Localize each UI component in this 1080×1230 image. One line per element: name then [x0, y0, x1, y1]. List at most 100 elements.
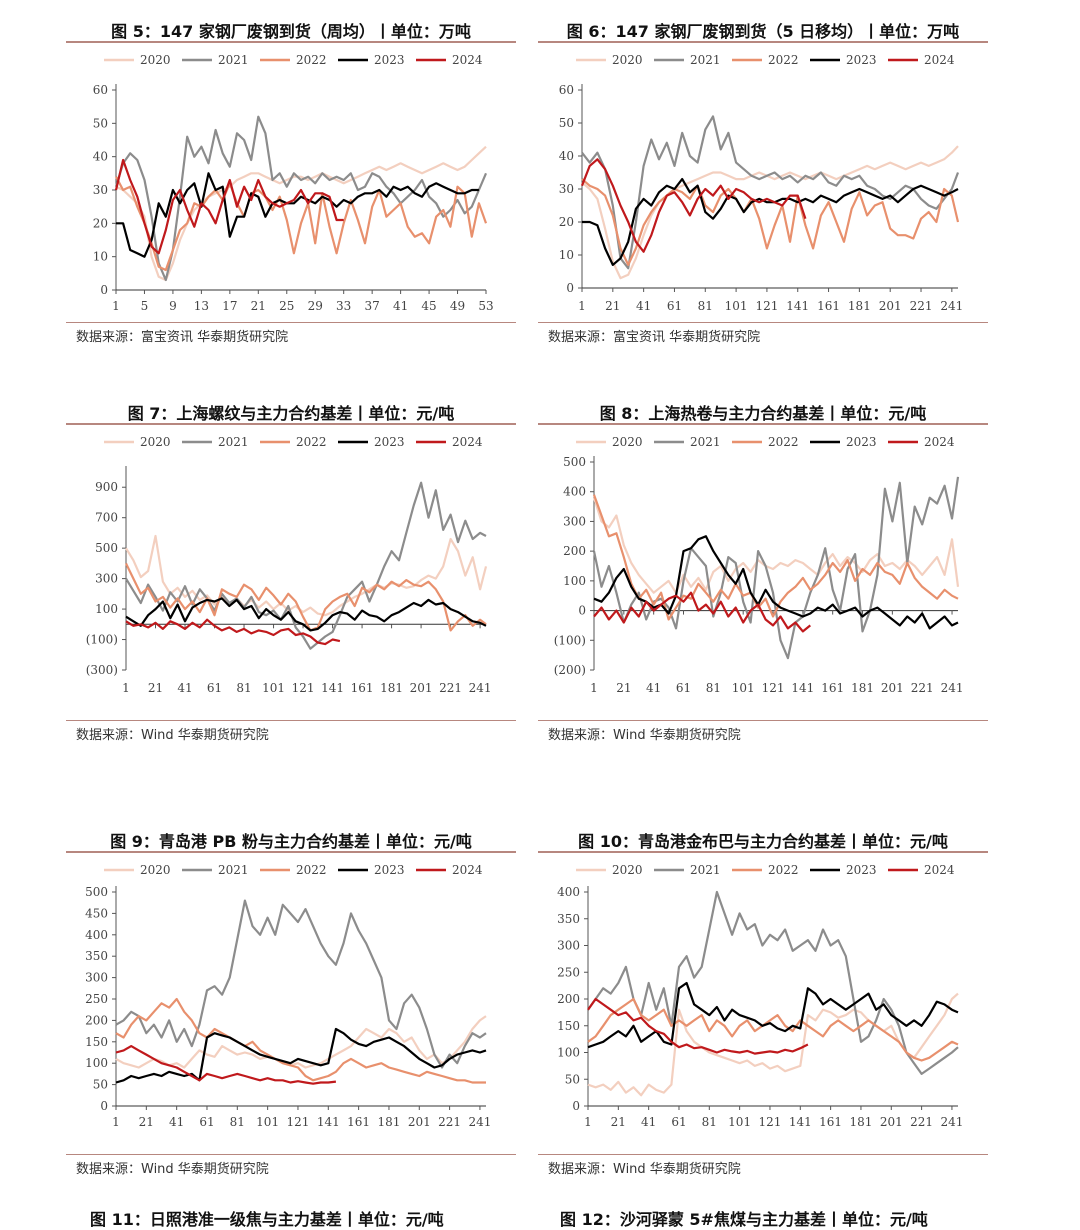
- y-tick-label: 0: [100, 1099, 108, 1113]
- legend-label-2022: 2022: [296, 863, 327, 877]
- source-note: 数据来源：Wind 华泰期货研究院: [548, 1162, 741, 1177]
- x-tick-label: 141: [791, 681, 814, 695]
- x-tick-label: 25: [279, 299, 294, 313]
- next-figure-title: 图 12：沙河驿蒙 5#焦煤与主力基差丨单位：元/吨: [560, 1210, 928, 1229]
- title-rule: [66, 41, 516, 43]
- legend-label-2024: 2024: [924, 863, 955, 877]
- x-tick-label: 221: [439, 681, 462, 695]
- legend: 2020 2021 2022 2023 2024: [576, 863, 955, 877]
- x-tick-label: 161: [351, 681, 374, 695]
- x-tick-label: 201: [879, 299, 902, 313]
- y-tick-label: 300: [557, 939, 580, 953]
- chart-title: 图 7：上海螺纹与主力合约基差丨单位：元/吨: [127, 404, 455, 423]
- source-rule: [66, 720, 516, 721]
- y-tick-label: 200: [563, 544, 586, 558]
- y-tick-label: 50: [559, 116, 574, 130]
- y-tick-label: 50: [93, 1078, 108, 1092]
- series-line-2021: [125, 481, 487, 650]
- source-note: 数据来源：Wind 华泰期货研究院: [76, 728, 269, 743]
- x-tick-label: 241: [469, 681, 492, 695]
- x-tick-label: 101: [732, 681, 755, 695]
- y-tick-label: 500: [85, 885, 108, 899]
- chart-fig7: 2020 2021 2022 2023 2024 (300) (100) 100 300 500 7…: [86, 435, 492, 695]
- x-tick-label: 101: [256, 1115, 279, 1129]
- x-tick-label: 13: [194, 299, 209, 313]
- y-tick-label: 100: [85, 1056, 108, 1070]
- source-rule: [538, 1154, 988, 1155]
- y-tick-label: (300): [86, 663, 118, 677]
- y-tick-label: 900: [95, 480, 118, 494]
- source-rule: [66, 322, 516, 323]
- x-tick-label: 221: [438, 1115, 461, 1129]
- chart-fig5: 2020 2021 2022 2023 2024 0 10 20 30 40 50 60 1 5 9 13 17…: [93, 53, 494, 313]
- x-tick-label: 241: [940, 1115, 963, 1129]
- y-tick-label: 10: [93, 250, 108, 264]
- x-tick-label: 21: [616, 681, 631, 695]
- series-line-2022: [115, 176, 488, 272]
- y-tick-label: 0: [572, 1099, 580, 1113]
- x-tick-label: 161: [819, 1115, 842, 1129]
- x-tick-label: 141: [786, 299, 809, 313]
- x-tick-label: 141: [321, 681, 344, 695]
- legend-label-2022: 2022: [768, 863, 799, 877]
- legend-label-2022: 2022: [768, 435, 799, 449]
- legend-label-2020: 2020: [612, 53, 643, 67]
- y-tick-label: (100): [86, 633, 118, 647]
- x-tick-label: 201: [408, 1115, 431, 1129]
- x-tick-label: 121: [759, 1115, 782, 1129]
- x-tick-label: 41: [169, 1115, 184, 1129]
- x-tick-label: 241: [941, 681, 964, 695]
- panel-fig6: 图 6：147 家钢厂废钢到货（5 日移均）丨单位：万吨 2020 2021 202…: [538, 12, 988, 352]
- y-tick-label: 50: [93, 116, 108, 130]
- chart-title: 图 5：147 家钢厂废钢到货（周均）丨单位：万吨: [111, 22, 471, 41]
- series-line-2020: [115, 145, 487, 282]
- y-tick-label: 50: [565, 1072, 580, 1086]
- y-tick-label: 20: [93, 216, 108, 230]
- legend-label-2021: 2021: [218, 435, 249, 449]
- x-tick-label: 201: [880, 1115, 903, 1129]
- panel-fig5: 图 5：147 家钢厂废钢到货（周均）丨单位：万吨 2020 2021 2022 20…: [66, 12, 516, 352]
- x-tick-label: 61: [671, 1115, 686, 1129]
- x-tick-label: 201: [881, 681, 904, 695]
- y-tick-label: 30: [559, 182, 574, 196]
- y-tick-label: 450: [85, 906, 108, 920]
- x-tick-label: 5: [141, 299, 149, 313]
- x-tick-label: 61: [199, 1115, 214, 1129]
- y-tick-label: 300: [95, 572, 118, 586]
- series-line-2020: [115, 1015, 487, 1069]
- y-tick-label: 500: [95, 541, 118, 555]
- chart-fig10: 2020 2021 2022 2023 2024 0 50 100 150 200 250 300 35…: [557, 863, 963, 1129]
- source-rule: [538, 322, 988, 323]
- x-tick-label: 181: [851, 681, 874, 695]
- legend-label-2021: 2021: [218, 53, 249, 67]
- series-line-2021: [114, 115, 488, 282]
- x-tick-label: 21: [611, 1115, 626, 1129]
- y-tick-label: 400: [85, 928, 108, 942]
- x-tick-label: 141: [317, 1115, 340, 1129]
- series-line-2021: [581, 115, 960, 270]
- x-tick-label: 41: [641, 1115, 656, 1129]
- x-tick-label: 161: [817, 299, 840, 313]
- y-tick-label: 150: [85, 1035, 108, 1049]
- legend-label-2021: 2021: [690, 53, 721, 67]
- series-line-2022: [115, 997, 486, 1084]
- y-tick-label: 0: [566, 281, 574, 295]
- series-line-2024: [587, 997, 809, 1055]
- legend: 2020 2021 2022 2023 2024: [576, 435, 955, 449]
- legend-label-2021: 2021: [690, 435, 721, 449]
- x-tick-label: 161: [821, 681, 844, 695]
- x-tick-label: 1: [122, 681, 130, 695]
- series-line-2021: [115, 899, 487, 1069]
- next-figure-title: 图 11：日照港准一级焦与主力基差丨单位：元/吨: [90, 1210, 444, 1229]
- y-tick-label: 0: [100, 283, 108, 297]
- y-tick-label: 100: [563, 574, 586, 588]
- y-tick-label: 300: [563, 514, 586, 528]
- panel-fig8: 图 8：上海热卷与主力合约基差丨单位：元/吨 2020 2021 2022 2023 2…: [538, 394, 988, 754]
- series-line-2020: [125, 534, 488, 617]
- x-tick-label: 21: [139, 1115, 154, 1129]
- x-tick-label: 41: [636, 299, 651, 313]
- x-tick-label: 17: [222, 299, 237, 313]
- y-tick-label: 100: [557, 1046, 580, 1060]
- y-tick-label: 300: [85, 971, 108, 985]
